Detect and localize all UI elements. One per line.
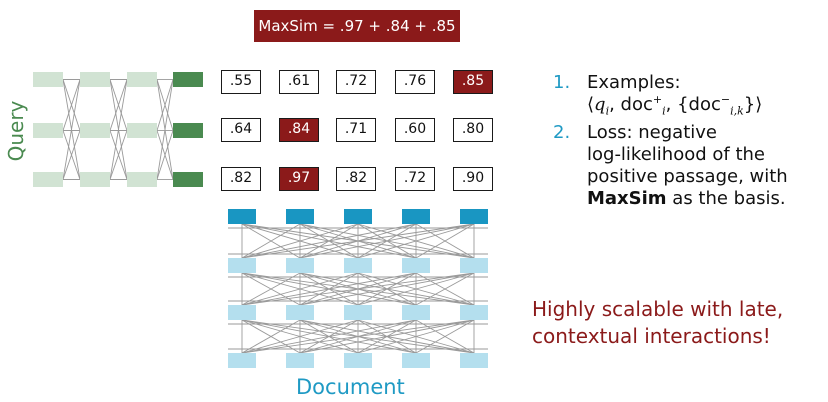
step-text: MaxSim as the basis. xyxy=(587,188,786,209)
document-connection xyxy=(241,272,417,306)
document-hidden-node xyxy=(344,353,372,368)
document-connection xyxy=(241,272,359,306)
document-connection xyxy=(357,272,475,306)
maxsim-term: MaxSim xyxy=(587,188,667,209)
examples-formula: ⟨qi, doc+i, {doc−i,k}⟩ xyxy=(587,93,763,118)
query-connection xyxy=(62,79,81,131)
document-hidden-node xyxy=(344,258,372,273)
document-connection xyxy=(415,319,475,354)
document-connection xyxy=(241,272,301,306)
document-hidden-node xyxy=(402,305,430,320)
query-connection xyxy=(156,79,174,180)
document-connection xyxy=(241,223,475,259)
document-hidden-node xyxy=(344,305,372,320)
score-cell: .71 xyxy=(336,118,376,142)
score-cell: .60 xyxy=(395,118,435,142)
document-connection xyxy=(415,223,475,259)
document-hidden-node xyxy=(460,258,488,273)
document-hidden-node xyxy=(228,353,256,368)
document-connection xyxy=(241,319,359,354)
score-cell: .76 xyxy=(395,70,435,94)
tagline-line: contextual interactions! xyxy=(532,324,771,348)
score-cell: .55 xyxy=(221,70,261,94)
query-hidden-node xyxy=(127,72,157,87)
document-label: Document xyxy=(296,375,405,399)
query-connection xyxy=(156,130,174,180)
query-connection xyxy=(156,79,174,131)
query-hidden-node xyxy=(127,123,157,138)
document-connection xyxy=(299,319,475,354)
document-hidden-node xyxy=(460,353,488,368)
document-connection xyxy=(241,319,301,354)
query-connection xyxy=(62,130,81,180)
document-hidden-node xyxy=(286,305,314,320)
document-connection xyxy=(357,319,475,354)
score-cell: .90 xyxy=(453,167,493,191)
step-text: Loss: negative xyxy=(587,122,717,143)
step-text: Examples: xyxy=(587,72,681,93)
document-hidden-node xyxy=(402,353,430,368)
query-connection xyxy=(109,79,128,131)
query-hidden-node xyxy=(33,123,63,138)
query-hidden-node xyxy=(33,72,63,87)
document-hidden-node xyxy=(286,258,314,273)
document-output-token xyxy=(402,209,430,224)
document-connection xyxy=(241,319,475,354)
score-cell: .64 xyxy=(221,118,261,142)
document-output-token xyxy=(460,209,488,224)
score-cell: .97 xyxy=(279,167,319,191)
document-connection xyxy=(241,223,301,259)
document-connection xyxy=(415,272,475,306)
document-hidden-node xyxy=(286,353,314,368)
query-output-token xyxy=(173,72,203,87)
document-connection xyxy=(357,223,475,259)
score-cell: .72 xyxy=(395,167,435,191)
document-connection xyxy=(241,319,417,354)
score-cell: .72 xyxy=(336,70,376,94)
step-number: 1. xyxy=(553,72,571,93)
step-text: log-likelihood of the xyxy=(587,144,765,165)
query-output-token xyxy=(173,123,203,138)
document-output-token xyxy=(286,209,314,224)
document-output-token xyxy=(344,209,372,224)
query-hidden-node xyxy=(127,172,157,187)
document-connection xyxy=(241,223,359,259)
document-connection xyxy=(241,272,475,306)
document-hidden-node xyxy=(402,258,430,273)
document-connection xyxy=(299,223,475,259)
query-output-token xyxy=(173,172,203,187)
tagline: Highly scalable with late, contextual in… xyxy=(532,296,783,350)
document-connection xyxy=(299,272,475,306)
step-number: 2. xyxy=(553,122,571,143)
query-hidden-node xyxy=(80,123,110,138)
score-cell: .61 xyxy=(279,70,319,94)
maxsim-banner: MaxSim = .97 + .84 + .85 xyxy=(254,10,460,42)
steps-list: 1. Examples: ⟨qi, doc+i, {doc−i,k}⟩ 2. L… xyxy=(553,72,788,216)
step-examples: 1. Examples: ⟨qi, doc+i, {doc−i,k}⟩ xyxy=(553,72,788,118)
document-hidden-node xyxy=(460,305,488,320)
document-hidden-node xyxy=(228,305,256,320)
score-cell: .82 xyxy=(221,167,261,191)
query-connection xyxy=(109,79,128,180)
query-hidden-node xyxy=(80,72,110,87)
document-output-token xyxy=(228,209,256,224)
query-connection xyxy=(109,130,128,180)
score-cell: .80 xyxy=(453,118,493,142)
query-label: Query xyxy=(4,100,28,162)
score-cell: .85 xyxy=(453,70,493,94)
document-connection xyxy=(241,223,417,259)
query-hidden-node xyxy=(33,172,63,187)
tagline-line: Highly scalable with late, xyxy=(532,297,784,321)
step-text: positive passage, with xyxy=(587,166,788,187)
query-hidden-node xyxy=(80,172,110,187)
score-cell: .82 xyxy=(336,167,376,191)
document-hidden-node xyxy=(228,258,256,273)
query-connection xyxy=(62,79,81,180)
step-loss: 2. Loss: negative log-likelihood of the … xyxy=(553,122,788,210)
score-cell: .84 xyxy=(279,118,319,142)
